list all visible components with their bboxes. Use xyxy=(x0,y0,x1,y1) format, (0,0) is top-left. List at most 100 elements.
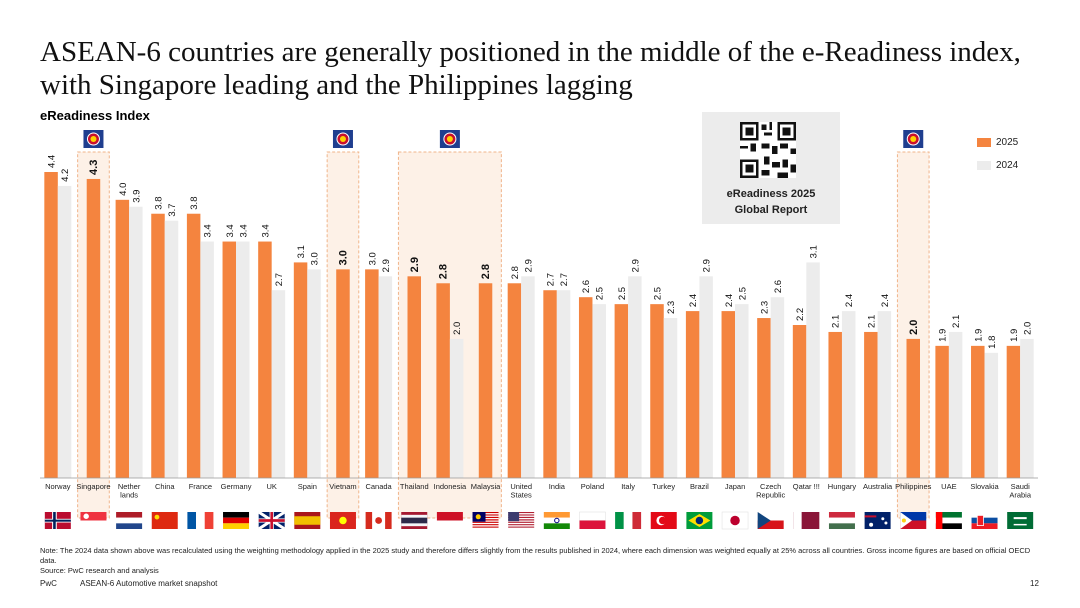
asean-emblem-icon xyxy=(83,130,104,148)
source-text: Source: PwC research and analysis xyxy=(40,566,159,575)
value-label-2024-australia: 2.4 xyxy=(880,294,891,307)
bar-2025-norway xyxy=(44,172,58,478)
bar-2024-japan xyxy=(735,304,749,478)
value-label-2025-vietnam: 3.0 xyxy=(337,250,349,265)
category-label-turkey: Turkey xyxy=(652,482,675,491)
chart-subtitle: eReadiness Index xyxy=(40,108,150,123)
qr-code-icon[interactable] xyxy=(740,122,796,178)
footer-brand: PwC xyxy=(40,579,57,588)
bar-2024-india xyxy=(556,290,571,478)
value-label-2025-brazil: 2.4 xyxy=(688,294,699,307)
value-label-2025-qatar: 2.2 xyxy=(795,308,806,321)
bar-2024-spain xyxy=(307,269,321,478)
legend-swatch-2025 xyxy=(977,138,991,147)
value-label-2025-italy: 2.5 xyxy=(617,287,628,300)
footer-document: ASEAN-6 Automotive market snapshot xyxy=(80,579,218,588)
bar-2024-uae xyxy=(948,331,963,478)
value-label-2025-united-states: 2.8 xyxy=(510,266,521,279)
value-label-2024-canada: 2.9 xyxy=(381,259,392,272)
netherlands-flag-icon xyxy=(116,512,143,529)
category-label-thailand: Thailand xyxy=(400,482,429,491)
slovakia-flag-icon xyxy=(971,512,998,529)
value-label-2025-poland: 2.6 xyxy=(581,280,592,293)
category-label-singapore: Singapore xyxy=(76,482,110,491)
category-label-japan: Japan xyxy=(725,482,745,491)
bar-2025-australia xyxy=(864,331,878,478)
turkey-flag-icon xyxy=(650,512,677,529)
value-label-2025-slovakia: 1.9 xyxy=(973,329,984,342)
bar-2025-hungary xyxy=(828,331,842,478)
value-label-2025-china: 3.8 xyxy=(154,197,165,210)
malaysia-flag-icon xyxy=(472,512,499,529)
bar-2025-vietnam xyxy=(336,269,350,478)
bar-2025-uk xyxy=(258,241,272,478)
category-label-netherlands: Nether lands xyxy=(118,482,141,500)
value-label-2024-czech-republic: 2.6 xyxy=(773,280,784,293)
bar-2024-czech-republic xyxy=(770,297,785,478)
note-text: Note: The 2024 data shown above was reca… xyxy=(40,546,1031,565)
value-label-2025-czech-republic: 2.3 xyxy=(759,301,770,314)
category-label-indonesia: Indonesia xyxy=(434,482,467,491)
uk-flag-icon xyxy=(257,510,286,531)
category-label-brazil: Brazil xyxy=(690,482,709,491)
bar-2025-italy xyxy=(614,304,629,478)
qatar-flag-icon xyxy=(793,512,820,529)
bar-2025-germany xyxy=(222,241,237,478)
value-label-2024-qatar: 3.1 xyxy=(809,245,820,258)
page-number: 12 xyxy=(1030,579,1039,588)
category-label-qatar: Qatar !!! xyxy=(793,482,820,491)
report-title-line2: Global Report xyxy=(734,204,808,216)
asean-emblem-icon xyxy=(332,130,353,148)
value-label-2024-germany: 3.4 xyxy=(238,224,249,237)
bar-2024-indonesia xyxy=(449,338,464,478)
value-label-2025-japan: 2.4 xyxy=(724,294,735,307)
india-flag-icon xyxy=(543,512,570,529)
bar-2024-australia xyxy=(877,311,892,478)
norway-flag-icon xyxy=(44,512,71,529)
value-label-2025-australia: 2.1 xyxy=(866,315,877,328)
category-label-italy: Italy xyxy=(621,482,635,491)
bar-2025-spain xyxy=(293,262,308,478)
value-label-2025-uae: 1.9 xyxy=(938,329,949,342)
value-label-2024-netherlands: 3.9 xyxy=(131,190,142,203)
category-label-uk: UK xyxy=(266,482,276,491)
bar-2025-thailand xyxy=(407,276,421,478)
bar-2024-poland xyxy=(592,304,606,478)
bar-2024-norway xyxy=(57,185,72,478)
bar-2024-netherlands xyxy=(129,206,143,479)
bar-2024-qatar xyxy=(806,262,820,478)
value-label-2024-uk: 2.7 xyxy=(274,273,285,286)
bar-2025-philippines xyxy=(906,338,920,478)
uae-flag-icon xyxy=(935,512,962,529)
legend-swatch-2024 xyxy=(977,161,991,170)
bar-2025-canada xyxy=(365,269,379,478)
bar-2024-saudi-arabia xyxy=(1020,338,1034,478)
spain-flag-icon xyxy=(294,512,321,529)
value-label-2024-slovakia: 1.8 xyxy=(987,336,998,349)
value-label-2025-hungary: 2.1 xyxy=(831,315,842,328)
bar-2024-china xyxy=(164,220,179,478)
value-label-2025-thailand: 2.9 xyxy=(409,257,421,272)
category-label-spain: Spain xyxy=(298,482,317,491)
value-label-2024-indonesia: 2.0 xyxy=(452,322,463,335)
value-label-2025-singapore: 4.3 xyxy=(88,160,100,175)
category-label-united-states: United States xyxy=(510,482,532,500)
bar-2025-slovakia xyxy=(971,345,985,478)
category-label-china: China xyxy=(155,482,175,491)
category-label-germany: Germany xyxy=(221,482,252,491)
value-label-2024-uae: 2.1 xyxy=(951,315,962,328)
value-label-2024-hungary: 2.4 xyxy=(844,294,855,307)
category-label-saudi-arabia: Saudi Arabia xyxy=(1009,482,1032,500)
category-label-canada: Canada xyxy=(365,482,392,491)
bar-2024-brazil xyxy=(699,276,713,478)
value-label-2024-united-states: 2.9 xyxy=(523,259,534,272)
australia-flag-icon xyxy=(864,512,891,529)
value-label-2024-spain: 3.0 xyxy=(310,252,321,265)
value-label-2024-china: 3.7 xyxy=(167,203,178,216)
canada-flag-icon xyxy=(365,512,392,529)
bar-2024-uk xyxy=(271,290,286,478)
report-qr-panel[interactable]: eReadiness 2025 Global Report xyxy=(702,112,840,224)
category-label-malaysia: Malaysia xyxy=(471,482,501,491)
category-label-czech-republic: Czech Republic xyxy=(756,482,785,500)
category-label-australia: Australia xyxy=(863,482,893,491)
